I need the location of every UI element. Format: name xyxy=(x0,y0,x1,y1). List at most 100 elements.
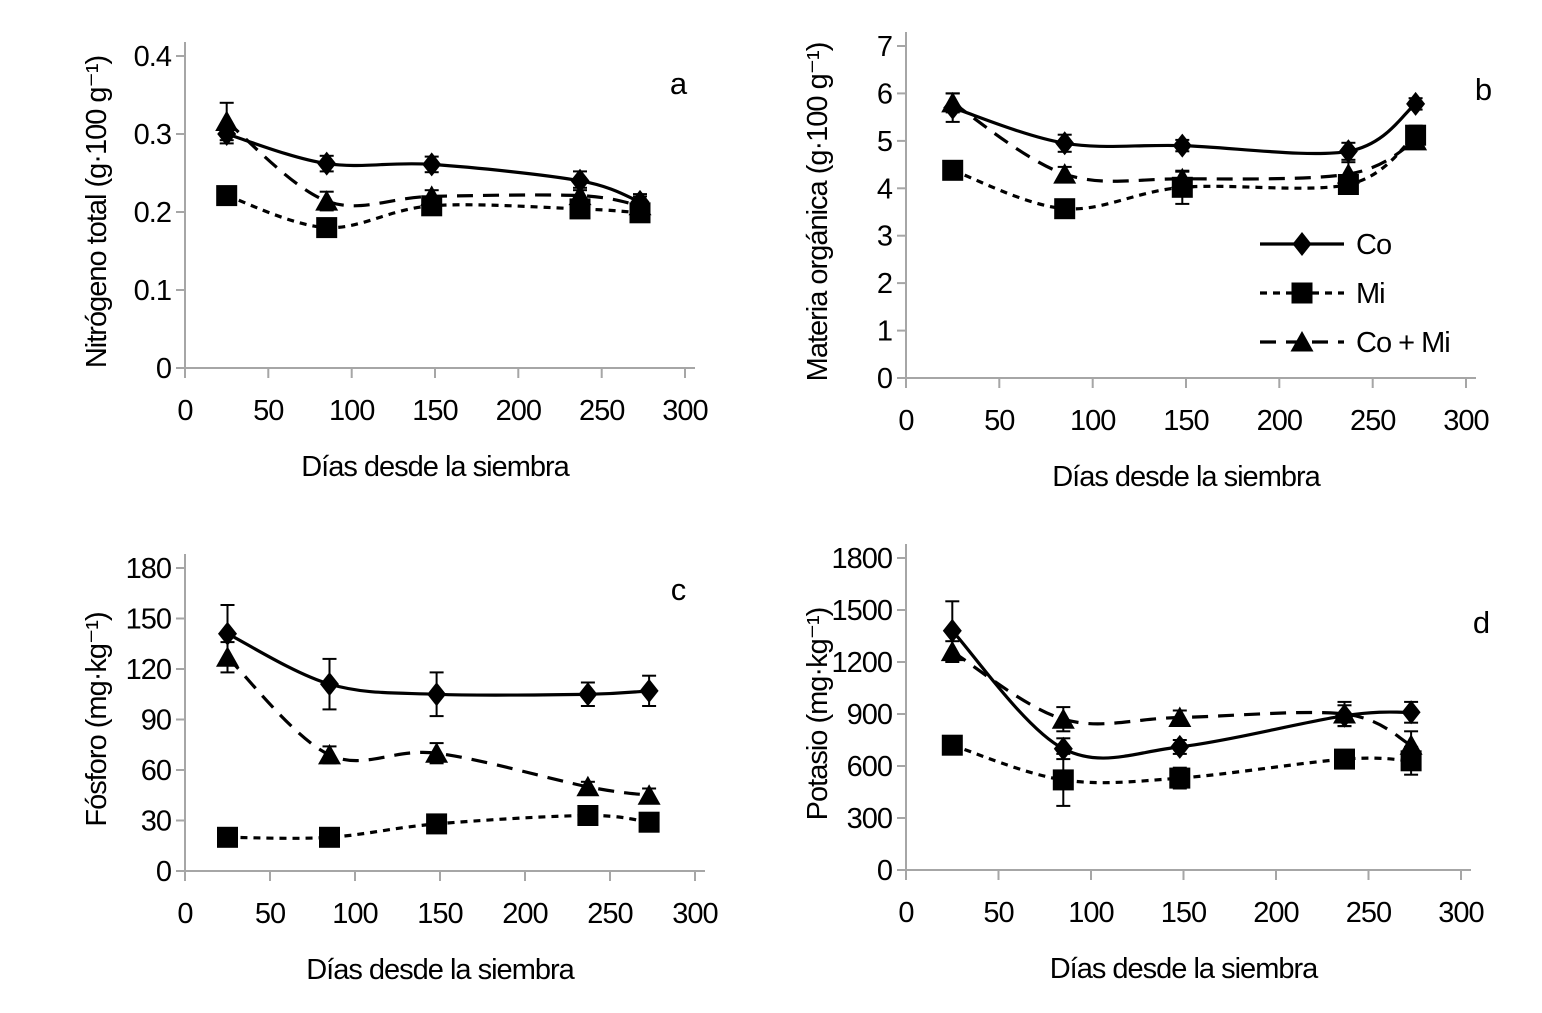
marker-triangle xyxy=(216,646,239,667)
marker-diamond xyxy=(1292,232,1312,256)
x-tick-label: 200 xyxy=(502,898,547,930)
marker-square xyxy=(941,734,963,756)
y-tick-label: 60 xyxy=(141,755,171,787)
marker-triangle xyxy=(940,640,964,662)
marker-square xyxy=(1337,174,1359,195)
marker-square xyxy=(1405,124,1427,146)
marker-diamond xyxy=(578,682,598,707)
y-tick-label: 900 xyxy=(847,699,892,731)
series-co xyxy=(943,91,1426,164)
chart-panel-a-nitrogeno-total: 0 0.1 0.2 0.3 0.4 0 50 100 150 200 250 300 Días desd… xyxy=(81,41,709,483)
x-tick-label: 50 xyxy=(255,898,285,930)
x-tick-label: 150 xyxy=(412,395,457,427)
marker-diamond xyxy=(1406,91,1426,116)
x-tick-label: 100 xyxy=(332,898,377,930)
x-axis-title: Días desde la siembra xyxy=(306,954,575,986)
x-axis-title: Días desde la siembra xyxy=(1052,461,1321,493)
marker-square xyxy=(421,195,443,217)
y-tick-label: 1200 xyxy=(831,647,892,679)
legend-label: Mi xyxy=(1356,278,1385,310)
x-tick-label: 100 xyxy=(329,395,374,427)
x-tick-label: 150 xyxy=(1163,405,1208,437)
x-tick-label: 50 xyxy=(984,405,1014,437)
series-mi xyxy=(216,185,651,239)
y-tick-label: 1800 xyxy=(831,543,892,575)
marker-square xyxy=(1052,769,1074,791)
marker-square xyxy=(577,805,599,826)
x-tick-label: 100 xyxy=(1070,405,1115,437)
marker-diamond xyxy=(942,618,962,643)
x-tick-label: 200 xyxy=(496,395,541,427)
legend-entry-co-plus-mi: Co + Mi xyxy=(1260,327,1451,359)
y-tick-label: 300 xyxy=(847,803,892,835)
x-tick-label: 250 xyxy=(1350,405,1395,437)
legend: Co Mi Co + Mi xyxy=(1260,229,1451,359)
marker-square xyxy=(569,198,591,220)
marker-diamond xyxy=(422,152,442,177)
marker-square xyxy=(1400,750,1422,772)
legend-entry-co: Co xyxy=(1260,229,1392,261)
marker-diamond xyxy=(427,682,447,707)
y-tick-label: 30 xyxy=(141,806,171,838)
marker-diamond xyxy=(1170,734,1190,759)
marker-triangle xyxy=(637,784,661,805)
y-axis-title: Materia orgánica (g·100 g⁻¹) xyxy=(802,43,834,382)
series-mi xyxy=(941,734,1422,807)
y-tick-label: 0 xyxy=(156,856,171,888)
y-tick-label: 0 xyxy=(156,353,171,385)
legend-label: Co xyxy=(1356,229,1391,261)
x-tick-label: 200 xyxy=(1253,897,1298,929)
series-line-dashed xyxy=(951,101,1417,183)
x-tick-label: 200 xyxy=(1257,405,1302,437)
marker-square xyxy=(638,811,660,833)
marker-diamond xyxy=(320,672,339,697)
y-tick-label: 120 xyxy=(126,654,171,686)
x-tick-label: 250 xyxy=(1346,897,1391,929)
series-co-plus-mi xyxy=(940,640,1423,761)
legend-entry-mi: Mi xyxy=(1260,278,1386,310)
marker-triangle xyxy=(1333,703,1356,724)
series-mi xyxy=(942,124,1427,220)
x-axis-title: Días desde la siembra xyxy=(301,451,570,483)
marker-square xyxy=(942,159,964,181)
marker-square xyxy=(316,217,338,239)
x-tick-label: 150 xyxy=(417,898,462,930)
marker-triangle xyxy=(941,91,965,113)
x-tick-label: 250 xyxy=(587,898,632,930)
marker-triangle xyxy=(1051,708,1075,729)
marker-diamond xyxy=(218,621,237,646)
x-tick-label: 100 xyxy=(1068,897,1113,929)
series-co-plus-mi xyxy=(216,641,661,805)
marker-diamond xyxy=(1338,139,1358,164)
y-tick-label: 600 xyxy=(847,751,892,783)
y-tick-label: 7 xyxy=(877,31,892,63)
chart-panel-d-potasio: 0 300 600 900 1200 1500 1800 0 50 100 150 200 250 300… xyxy=(802,543,1490,985)
panel-letter: d xyxy=(1473,605,1489,640)
y-tick-label: 1 xyxy=(877,316,892,348)
y-tick-label: 90 xyxy=(141,705,171,737)
marker-square xyxy=(1169,767,1191,789)
x-axis-title: Días desde la siembra xyxy=(1050,953,1319,985)
marker-square xyxy=(1171,176,1193,198)
marker-square xyxy=(1054,198,1076,220)
series-line-dashed xyxy=(226,656,650,797)
series-co xyxy=(942,600,1421,761)
y-tick-label: 180 xyxy=(126,553,171,585)
series-line-dashed xyxy=(951,650,1412,747)
panel-letter: c xyxy=(671,572,686,607)
marker-triangle xyxy=(425,742,449,763)
y-tick-label: 0.1 xyxy=(134,275,171,307)
x-tick-label: 50 xyxy=(253,395,283,427)
y-tick-label: 4 xyxy=(877,173,893,205)
marker-square xyxy=(1334,748,1355,770)
x-tick-label: 300 xyxy=(672,898,717,930)
y-axis-title: Potasio (mg·kg⁻¹) xyxy=(802,608,834,821)
x-tick-label: 250 xyxy=(579,395,624,427)
marker-triangle xyxy=(576,775,600,797)
x-tick-label: 300 xyxy=(1438,897,1483,929)
chart-panel-b-materia-organica: 0 1 2 3 4 5 6 7 0 50 100 150 200 250 300 Días desde la … xyxy=(802,31,1492,493)
marker-triangle xyxy=(1290,331,1314,352)
y-tick-label: 0.4 xyxy=(134,41,172,73)
y-tick-label: 3 xyxy=(877,221,892,253)
